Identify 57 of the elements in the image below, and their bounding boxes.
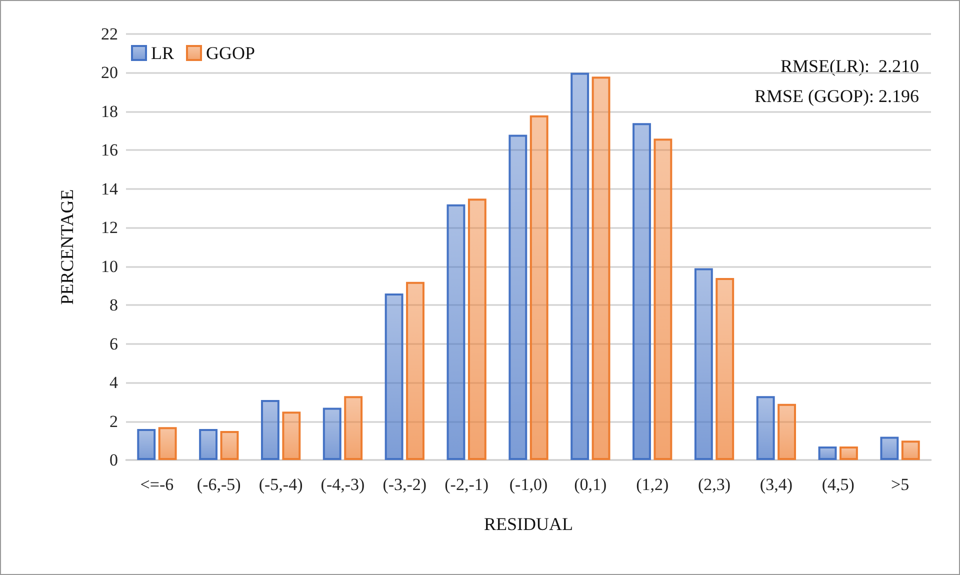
bar bbox=[344, 396, 363, 460]
bar bbox=[508, 134, 528, 460]
x-tick-label: (-3,-2) bbox=[382, 475, 427, 494]
x-tick-label: <=-6 bbox=[140, 475, 174, 494]
y-tick-label: 14 bbox=[101, 179, 118, 198]
y-axis-title: PERCENTAGE bbox=[57, 189, 77, 305]
bar bbox=[570, 72, 590, 460]
x-tick-label: (4,5) bbox=[822, 475, 854, 494]
x-axis-title: RESIDUAL bbox=[484, 514, 573, 534]
bar bbox=[260, 400, 280, 460]
y-tick-label: 6 bbox=[110, 334, 118, 354]
y-tick-label: 4 bbox=[110, 373, 118, 392]
bar bbox=[137, 429, 156, 460]
bar bbox=[654, 138, 672, 460]
bar bbox=[468, 198, 486, 460]
x-tick-label: (2,3) bbox=[698, 475, 731, 494]
bar bbox=[158, 427, 177, 460]
bar bbox=[446, 204, 466, 460]
x-tick-label: (-5,-4) bbox=[258, 475, 303, 494]
bar bbox=[530, 115, 548, 460]
y-tick-label: 12 bbox=[101, 218, 118, 238]
x-tick-label: (-1,0) bbox=[509, 475, 548, 494]
bar bbox=[384, 293, 404, 460]
x-tick-label: (0,1) bbox=[574, 475, 607, 494]
y-tick-label: 16 bbox=[101, 140, 118, 160]
annotation: RMSE(LR): 2.210 bbox=[780, 56, 920, 76]
y-tick-label: 18 bbox=[101, 102, 118, 121]
bar bbox=[282, 412, 301, 460]
legend-label: GGOP bbox=[206, 43, 256, 63]
bar bbox=[220, 430, 239, 460]
bar bbox=[406, 282, 424, 460]
y-tick-label: 2 bbox=[110, 412, 118, 431]
bar bbox=[694, 268, 713, 460]
x-tick-label: (1,2) bbox=[636, 475, 669, 494]
bar bbox=[778, 404, 796, 460]
legend-label: LR bbox=[151, 43, 174, 63]
bar bbox=[901, 440, 920, 460]
y-tick-label: 10 bbox=[101, 256, 118, 276]
x-tick-label: (-4,-3) bbox=[320, 475, 365, 494]
x-tick-label: (-2,-1) bbox=[444, 475, 489, 494]
x-tick-label: >5 bbox=[890, 475, 910, 494]
bar bbox=[322, 408, 342, 460]
y-tick-label: 20 bbox=[101, 63, 118, 82]
bar bbox=[199, 429, 218, 460]
x-tick-label: (3,4) bbox=[760, 475, 792, 494]
y-tick-label: 22 bbox=[101, 24, 118, 44]
x-tick-label: (-6,-5) bbox=[196, 475, 241, 494]
bar bbox=[756, 396, 775, 460]
bar bbox=[632, 123, 651, 460]
annotation: RMSE (GGOP): 2.196 bbox=[754, 86, 919, 106]
bar bbox=[592, 76, 610, 460]
y-tick-label: 8 bbox=[110, 296, 118, 315]
bar bbox=[880, 436, 899, 460]
bar bbox=[716, 278, 734, 460]
bar bbox=[840, 446, 858, 460]
bar bbox=[818, 446, 837, 460]
y-tick-label: 0 bbox=[110, 450, 118, 470]
